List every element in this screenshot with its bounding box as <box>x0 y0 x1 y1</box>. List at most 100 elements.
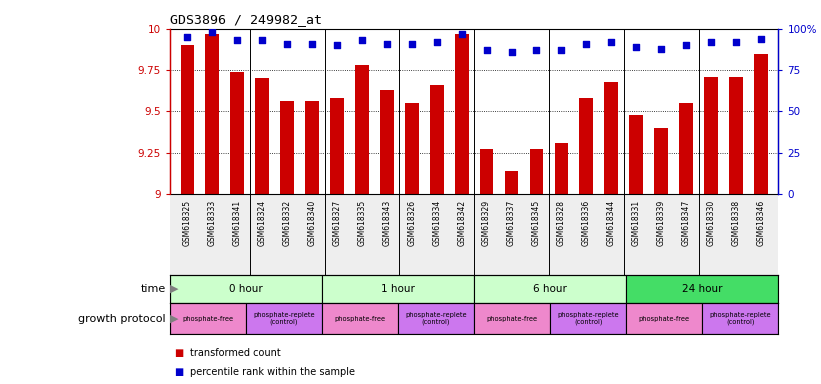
Point <box>754 36 768 42</box>
Text: GSM618339: GSM618339 <box>657 200 666 246</box>
Point <box>406 41 419 47</box>
Text: ▶: ▶ <box>170 314 178 324</box>
Text: GSM618326: GSM618326 <box>407 200 416 246</box>
Bar <box>181 45 195 194</box>
Bar <box>170 303 246 334</box>
Point <box>455 31 468 37</box>
Bar <box>679 103 693 194</box>
Text: phosphate-replete
(control): phosphate-replete (control) <box>253 312 314 326</box>
Bar <box>305 101 319 194</box>
Text: transformed count: transformed count <box>190 348 282 358</box>
Bar <box>626 275 778 303</box>
Bar <box>754 54 768 194</box>
Bar <box>479 149 493 194</box>
Text: GSM618337: GSM618337 <box>507 200 516 246</box>
Bar <box>505 171 518 194</box>
Point <box>729 39 742 45</box>
Point <box>680 42 693 48</box>
Text: 6 hour: 6 hour <box>533 284 567 294</box>
Text: GSM618329: GSM618329 <box>482 200 491 246</box>
Text: phosphate-replete
(control): phosphate-replete (control) <box>557 312 619 326</box>
Text: phosphate-replete
(control): phosphate-replete (control) <box>709 312 771 326</box>
Bar <box>280 101 294 194</box>
Text: GDS3896 / 249982_at: GDS3896 / 249982_at <box>170 13 322 26</box>
Text: percentile rank within the sample: percentile rank within the sample <box>190 367 355 377</box>
Point <box>305 41 319 47</box>
Bar <box>729 77 743 194</box>
Text: 24 hour: 24 hour <box>682 284 722 294</box>
Bar <box>380 90 394 194</box>
Bar <box>231 72 244 194</box>
Bar <box>702 303 778 334</box>
Text: phosphate-free: phosphate-free <box>182 316 233 322</box>
Text: GSM618345: GSM618345 <box>532 200 541 246</box>
Bar <box>255 78 269 194</box>
Point <box>231 37 244 43</box>
Text: GSM618336: GSM618336 <box>582 200 591 246</box>
Text: GSM618328: GSM618328 <box>557 200 566 245</box>
Text: time: time <box>140 284 166 294</box>
Point <box>480 47 493 53</box>
Bar <box>626 303 702 334</box>
Bar <box>430 85 443 194</box>
Text: GSM618325: GSM618325 <box>183 200 192 246</box>
Point <box>654 46 667 52</box>
Point <box>630 44 643 50</box>
Text: GSM618334: GSM618334 <box>432 200 441 246</box>
Bar <box>322 303 398 334</box>
Text: ■: ■ <box>174 348 183 358</box>
Text: GSM618331: GSM618331 <box>631 200 640 246</box>
Bar <box>704 77 718 194</box>
Point <box>605 39 618 45</box>
Bar <box>580 98 594 194</box>
Bar <box>455 34 469 194</box>
Text: GSM618347: GSM618347 <box>681 200 690 246</box>
Text: GSM618341: GSM618341 <box>233 200 241 246</box>
Text: 1 hour: 1 hour <box>381 284 415 294</box>
Text: GSM618340: GSM618340 <box>308 200 317 246</box>
Text: GSM618342: GSM618342 <box>457 200 466 246</box>
Bar <box>205 34 219 194</box>
Point <box>330 42 343 48</box>
Bar <box>398 303 475 334</box>
Text: GSM618344: GSM618344 <box>607 200 616 246</box>
Bar <box>630 115 643 194</box>
Point <box>555 47 568 53</box>
Point <box>530 47 543 53</box>
Point <box>430 39 443 45</box>
Text: GSM618324: GSM618324 <box>258 200 267 246</box>
Text: GSM618335: GSM618335 <box>357 200 366 246</box>
Bar <box>170 275 322 303</box>
Point <box>355 37 369 43</box>
Bar <box>405 103 419 194</box>
Bar <box>604 82 618 194</box>
Point <box>206 29 219 35</box>
Point <box>255 37 268 43</box>
Text: GSM618327: GSM618327 <box>333 200 342 246</box>
Bar <box>330 98 344 194</box>
Bar <box>530 149 544 194</box>
Bar <box>550 303 626 334</box>
Point <box>380 41 393 47</box>
Text: GSM618338: GSM618338 <box>732 200 741 246</box>
Point <box>580 41 593 47</box>
Text: growth protocol: growth protocol <box>78 314 166 324</box>
Bar <box>554 143 568 194</box>
Text: GSM618330: GSM618330 <box>707 200 715 246</box>
Text: phosphate-replete
(control): phosphate-replete (control) <box>406 312 467 326</box>
Bar <box>322 275 475 303</box>
Bar <box>475 303 550 334</box>
Point <box>704 39 718 45</box>
Text: phosphate-free: phosphate-free <box>487 316 538 322</box>
Bar <box>246 303 322 334</box>
Text: GSM618346: GSM618346 <box>756 200 765 246</box>
Point <box>281 41 294 47</box>
Text: 0 hour: 0 hour <box>229 284 263 294</box>
Point <box>505 49 518 55</box>
Point <box>181 34 194 40</box>
Bar <box>355 65 369 194</box>
Text: ■: ■ <box>174 367 183 377</box>
Text: GSM618343: GSM618343 <box>383 200 392 246</box>
Text: phosphate-free: phosphate-free <box>334 316 386 322</box>
Text: GSM618333: GSM618333 <box>208 200 217 246</box>
